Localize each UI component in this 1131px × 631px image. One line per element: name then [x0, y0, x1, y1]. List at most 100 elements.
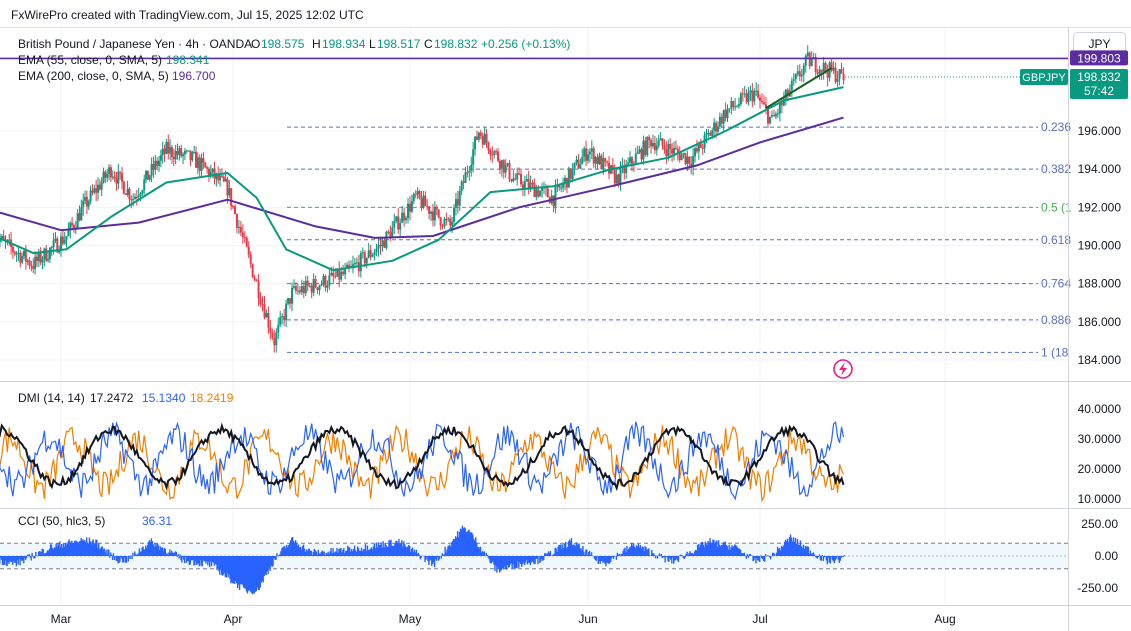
cci-bar: [658, 553, 661, 556]
fib-level-label: 0.236: [1041, 120, 1071, 134]
candle-body: [98, 184, 101, 190]
cci-bar: [10, 556, 12, 563]
cci-bar: [46, 551, 48, 556]
chart-area[interactable]: 0.236 0.382 0.5 (1 0.618 0.764 0.886 1 (18 184…: [0, 28, 1131, 631]
candle-body: [497, 151, 500, 161]
cci-bar: [675, 556, 678, 559]
cci-bar: [701, 541, 704, 556]
cci-bar: [363, 548, 366, 556]
candle-body: [840, 69, 843, 74]
cci-bar: [464, 528, 466, 556]
currency-button[interactable]: JPY: [1073, 32, 1126, 55]
candle-body: [416, 191, 419, 195]
cci-bar: [707, 541, 709, 556]
candle-body: [233, 206, 236, 215]
cci-bar: [516, 556, 518, 569]
candle-body: [48, 247, 51, 260]
cci-bar: [139, 551, 142, 556]
cci-bar: [618, 553, 620, 556]
candle-body: [533, 183, 536, 198]
plot-background: [0, 28, 1068, 631]
dmi-plus-line[interactable]: [0, 421, 845, 501]
cci-bar: [164, 548, 166, 556]
candle-body: [135, 196, 138, 198]
cci-bar: [556, 552, 558, 556]
candle-body: [202, 158, 205, 163]
cci-bar: [513, 556, 515, 569]
trend-line[interactable]: [765, 67, 833, 109]
cci-bar: [168, 552, 170, 556]
candle-body: [836, 78, 839, 82]
cci-bar: [259, 556, 261, 588]
cci-bar: [415, 549, 418, 556]
legend-ema55-label[interactable]: EMA (55, close, 0, SMA, 5): [18, 53, 162, 67]
candle-body: [690, 163, 693, 168]
cci-bar: [764, 554, 767, 556]
cci-bar: [435, 556, 438, 561]
cci-bar: [348, 547, 350, 556]
candle-body: [61, 236, 64, 244]
cci-bar: [367, 550, 370, 556]
cci-bar: [579, 548, 581, 556]
cci-bar: [382, 541, 384, 556]
candle-body: [454, 199, 457, 208]
lightning-icon[interactable]: [833, 359, 853, 379]
cci-bar: [358, 550, 361, 556]
cci-bar: [746, 554, 749, 556]
cci-bar: [756, 556, 758, 559]
candle-body: [351, 264, 354, 267]
cci-bar: [268, 556, 270, 568]
candle-body: [334, 276, 337, 278]
candle-body: [667, 144, 670, 157]
cci-bar: [102, 549, 105, 556]
adx-line[interactable]: [0, 422, 845, 492]
candle-body: [541, 187, 544, 191]
price-axis[interactable]: 184.000 186.000 188.000 190.000 192.000 194.0…: [1077, 124, 1121, 595]
time-axis[interactable]: Mar Apr May Jun Jul Aug: [51, 612, 956, 626]
candle-body: [468, 170, 471, 173]
cci-bar: [150, 538, 153, 556]
ema200-line[interactable]: [0, 116, 844, 239]
cci-bar: [273, 556, 275, 558]
cci-bar: [61, 548, 64, 556]
cci-bar: [833, 556, 836, 564]
candle-body: [629, 157, 632, 163]
cci-bar: [247, 556, 250, 591]
cci-bar: [35, 551, 37, 556]
price-scale-background: [1068, 28, 1131, 631]
cci-bar: [29, 556, 31, 558]
cci-bar: [572, 544, 575, 556]
cci-bar: [355, 551, 358, 556]
legend-ema200-label[interactable]: EMA (200, close, 0, SMA, 5): [18, 69, 169, 83]
cci-bar: [129, 556, 131, 559]
cci-bar: [190, 556, 192, 561]
cci-bar: [32, 556, 34, 557]
cci-bar: [635, 545, 638, 556]
cci-bar: [671, 556, 673, 564]
candle-body: [842, 73, 845, 81]
legend-symbol[interactable]: British Pound / Japanese Yen · 4h · OAND…: [18, 37, 252, 51]
dmi-legend-label[interactable]: DMI (14, 14): [18, 391, 85, 405]
cci-bar: [329, 551, 331, 556]
cci-legend-label[interactable]: CCI (50, hlc3, 5): [18, 514, 105, 528]
candle-body: [41, 259, 44, 263]
cci-bar: [227, 556, 229, 578]
candle-body: [314, 278, 317, 288]
cci-bar: [763, 556, 766, 562]
cci-bar: [238, 556, 241, 590]
cci-bar: [429, 556, 431, 561]
cci-bar: [37, 551, 40, 556]
candle-body: [387, 231, 390, 233]
cci-bar: [829, 556, 832, 564]
cci-bar: [780, 545, 783, 556]
cci-bar: [792, 537, 795, 556]
candle-body: [804, 55, 807, 66]
candle-body: [54, 238, 57, 241]
cci-bar: [687, 554, 689, 556]
candle-body: [487, 142, 490, 151]
candle-body: [391, 227, 394, 239]
cci-bar: [738, 548, 741, 556]
candle-body: [810, 58, 813, 67]
ema55-line[interactable]: [0, 86, 844, 272]
cci-bar: [48, 550, 50, 556]
